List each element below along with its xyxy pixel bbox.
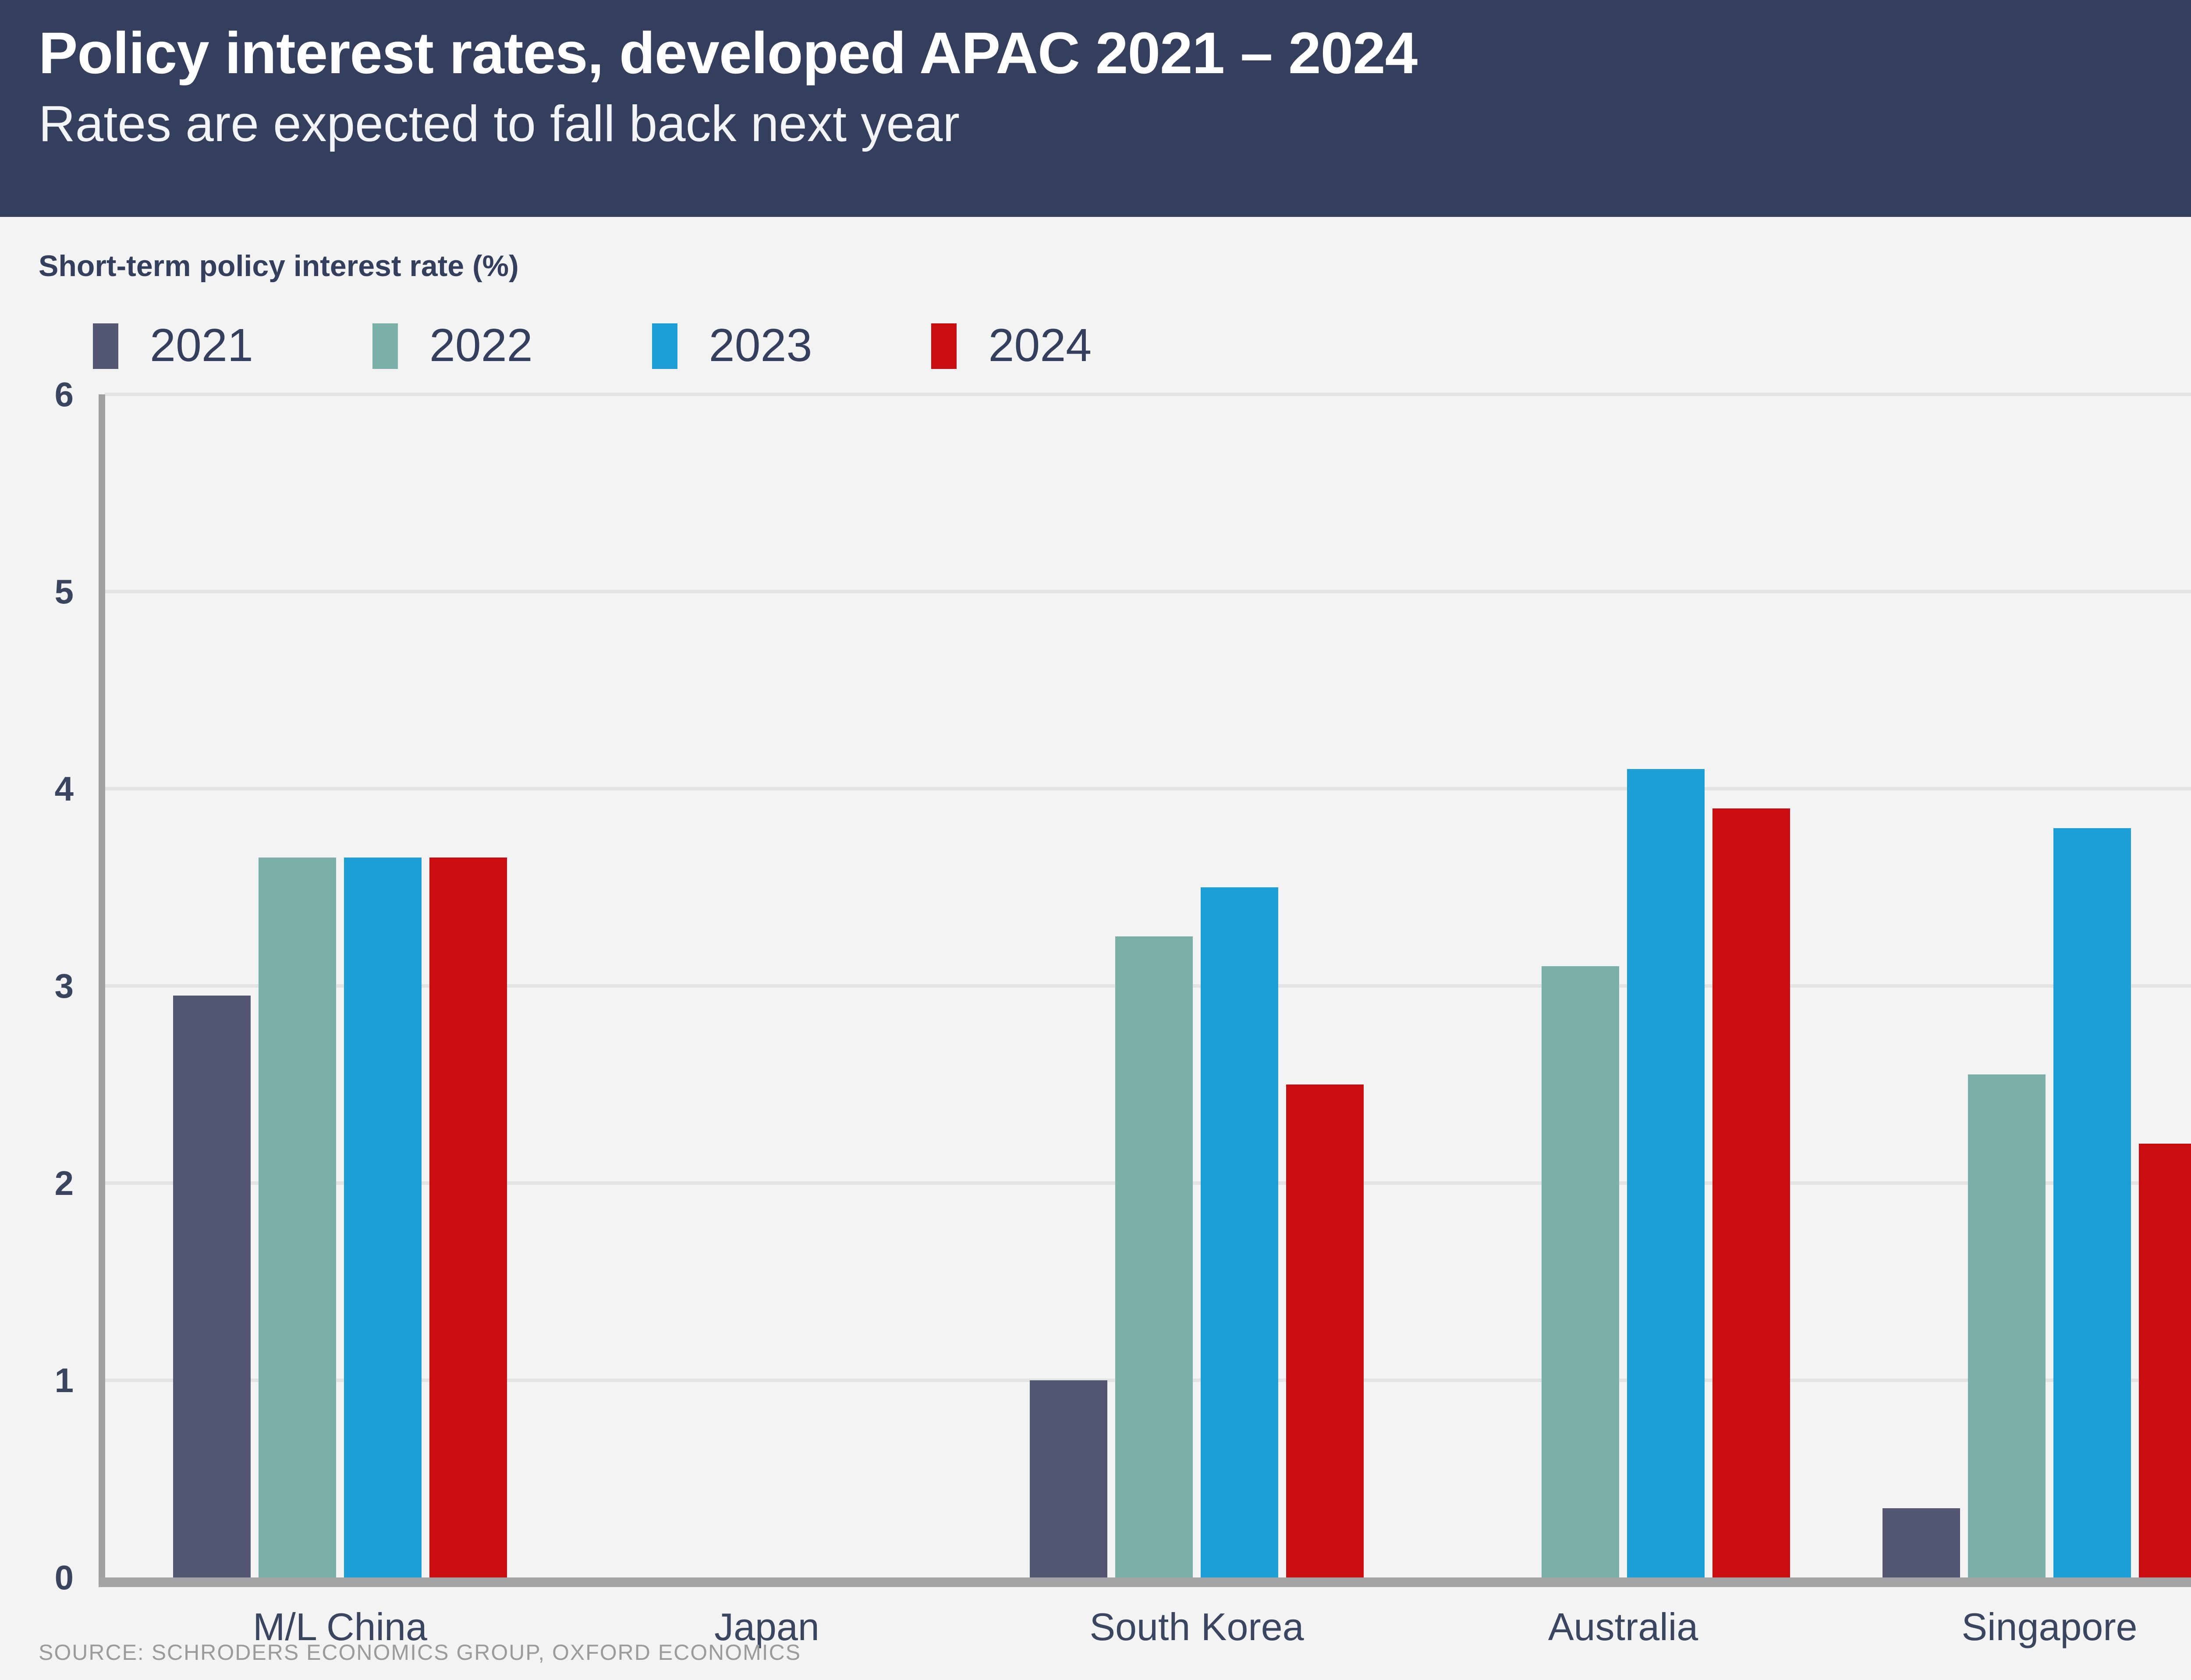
bar-2024-singapore [2139, 1144, 2191, 1577]
bar-2022-singapore [1968, 1074, 2046, 1577]
x-axis-line [99, 1577, 2191, 1587]
y-axis-note: Short-term policy interest rate (%) [39, 249, 519, 283]
legend-label-2024: 2024 [988, 319, 1092, 371]
source-note: SOURCE: SCHRODERS ECONOMICS GROUP, OXFOR… [39, 1640, 801, 1665]
legend-item-2023: 2023 [652, 321, 812, 370]
bar-2022-australia [1542, 966, 1619, 1577]
gridline-5 [105, 590, 2191, 593]
y-axis-line [99, 394, 105, 1587]
legend-swatch-2021 [93, 323, 118, 369]
legend-swatch-2024 [931, 323, 957, 369]
bar-2022-south-korea [1115, 936, 1193, 1577]
header: Policy interest rates, developed APAC 20… [0, 0, 2191, 217]
bar-2022-m-l-china [259, 858, 336, 1577]
legend-item-2022: 2022 [372, 321, 533, 370]
legend-swatch-2022 [372, 323, 398, 369]
legend-label-2022: 2022 [429, 319, 533, 371]
y-tick-4: 4 [54, 769, 74, 808]
bar-2024-south-korea [1286, 1085, 1364, 1577]
legend-label-2021: 2021 [150, 319, 253, 371]
y-tick-2: 2 [54, 1164, 74, 1202]
y-tick-1: 1 [54, 1361, 74, 1400]
bar-2024-australia [1712, 808, 1790, 1577]
x-label-japan: Japan [714, 1605, 819, 1648]
x-label-south-korea: South Korea [1089, 1605, 1304, 1648]
bar-2023-south-korea [1201, 887, 1278, 1577]
legend-item-2024: 2024 [931, 321, 1092, 370]
x-label-singapore: Singapore [1961, 1605, 2138, 1648]
y-tick-0: 0 [54, 1558, 74, 1597]
y-tick-5: 5 [54, 572, 74, 611]
gridline-4 [105, 787, 2191, 790]
bar-2023-australia [1627, 769, 1705, 1577]
legend: 2021 2022 2023 2024 [93, 321, 1092, 370]
legend-label-2023: 2023 [709, 319, 812, 371]
legend-swatch-2023 [652, 323, 677, 369]
chart-subtitle: Rates are expected to fall back next yea… [39, 95, 960, 152]
legend-item-2021: 2021 [93, 321, 253, 370]
chart-title: Policy interest rates, developed APAC 20… [39, 21, 1418, 86]
bar-2024-m-l-china [429, 858, 507, 1577]
bar-2023-m-l-china [344, 858, 422, 1577]
gridline-6 [105, 393, 2191, 396]
y-tick-6: 6 [54, 375, 74, 414]
y-tick-3: 3 [54, 967, 74, 1005]
bar-2021-m-l-china [173, 996, 251, 1577]
bar-2021-singapore [1883, 1508, 1960, 1577]
x-label-m-l-china: M/L China [253, 1605, 427, 1648]
x-label-australia: Australia [1548, 1605, 1698, 1648]
bar-2021-south-korea [1030, 1380, 1107, 1577]
bar-2023-singapore [2053, 828, 2131, 1577]
